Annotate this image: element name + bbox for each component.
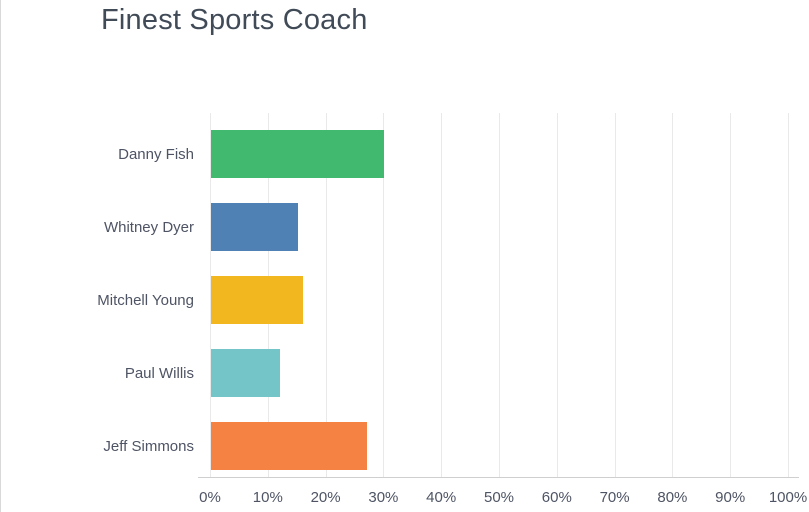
category-label-whitney-dyer: Whitney Dyer (103, 218, 194, 236)
x-tick-label: 0% (199, 489, 221, 506)
gridline (441, 113, 443, 478)
gridline (556, 113, 558, 478)
category-label-jeff-simmons: Jeff Simmons (103, 437, 194, 455)
plot-area (198, 113, 799, 478)
x-axis-line (198, 477, 799, 478)
gridline (383, 113, 385, 478)
x-tick-label: 80% (657, 489, 688, 506)
category-label-paul-willis: Paul Willis (124, 364, 194, 382)
bar-whitney-dyer[interactable] (211, 203, 298, 251)
chart-title: Finest Sports Coach (101, 4, 368, 36)
gridline (210, 113, 211, 478)
x-tick-label: 10% (252, 489, 283, 506)
category-label-danny-fish: Danny Fish (118, 145, 194, 163)
category-label-mitchell-young: Mitchell Young (97, 291, 194, 309)
gridline (325, 113, 327, 478)
bar-paul-willis[interactable] (211, 349, 281, 397)
x-tick-label: 50% (483, 489, 515, 506)
gridline (672, 113, 674, 478)
gridline (499, 113, 500, 478)
gridline (730, 113, 732, 478)
bar-jeff-simmons[interactable] (211, 422, 368, 470)
x-tick-label: 100% (768, 489, 808, 506)
x-tick-label: 60% (541, 489, 572, 506)
x-tick-label: 70% (599, 489, 630, 506)
bar-danny-fish[interactable] (211, 130, 385, 178)
x-tick-label: 20% (310, 489, 341, 506)
x-tick-label: 40% (426, 489, 457, 506)
bar-mitchell-young[interactable] (211, 276, 304, 324)
gridline (788, 113, 789, 478)
gridline (614, 113, 616, 478)
x-tick-label: 90% (715, 489, 746, 506)
x-tick-label: 30% (368, 489, 399, 506)
